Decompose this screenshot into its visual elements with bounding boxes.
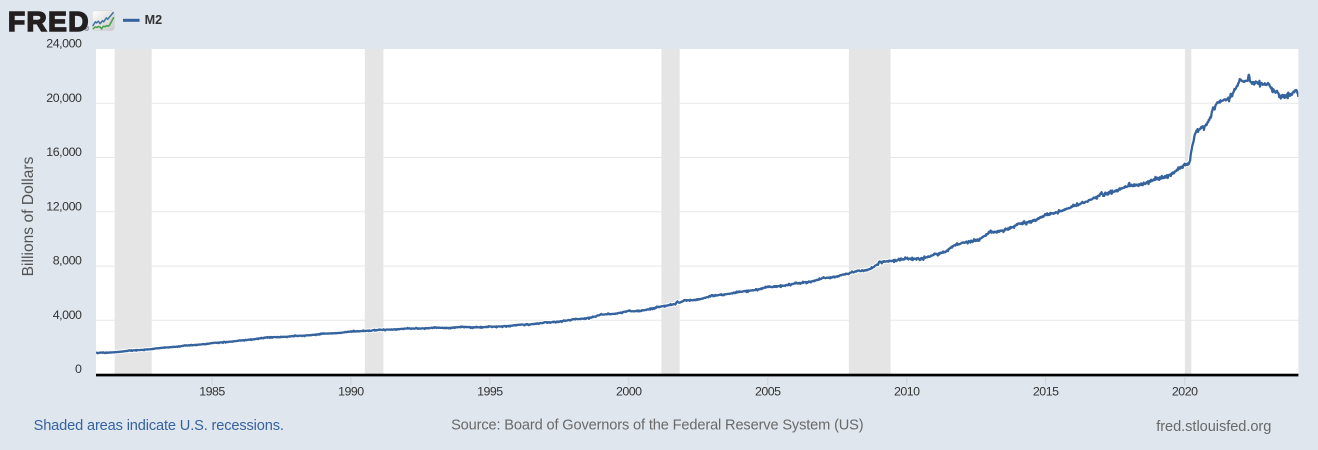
svg-text:2015: 2015 bbox=[1033, 384, 1059, 398]
svg-text:Billions of Dollars: Billions of Dollars bbox=[20, 156, 37, 276]
svg-text:FRED: FRED bbox=[8, 6, 90, 37]
svg-text:M2: M2 bbox=[145, 13, 163, 27]
svg-text:24,000: 24,000 bbox=[46, 37, 82, 51]
svg-text:0: 0 bbox=[75, 362, 82, 376]
svg-text:20,000: 20,000 bbox=[46, 91, 82, 105]
svg-text:16,000: 16,000 bbox=[46, 145, 82, 159]
svg-text:fred.stlouisfed.org: fred.stlouisfed.org bbox=[1156, 419, 1271, 435]
svg-text:1985: 1985 bbox=[199, 384, 225, 398]
svg-text:1995: 1995 bbox=[477, 384, 503, 398]
svg-text:Source: Board of Governors of: Source: Board of Governors of the Federa… bbox=[451, 418, 863, 434]
svg-text:1990: 1990 bbox=[338, 384, 364, 398]
svg-text:2020: 2020 bbox=[1172, 384, 1198, 398]
svg-text:4,000: 4,000 bbox=[53, 308, 82, 322]
svg-text:®: ® bbox=[84, 25, 90, 33]
svg-text:12,000: 12,000 bbox=[46, 199, 82, 213]
svg-text:2010: 2010 bbox=[894, 384, 920, 398]
svg-text:8,000: 8,000 bbox=[53, 254, 82, 268]
svg-text:2000: 2000 bbox=[616, 384, 642, 398]
svg-text:2005: 2005 bbox=[755, 384, 781, 398]
svg-text:Shaded areas indicate U.S. rec: Shaded areas indicate U.S. recessions. bbox=[34, 418, 284, 434]
